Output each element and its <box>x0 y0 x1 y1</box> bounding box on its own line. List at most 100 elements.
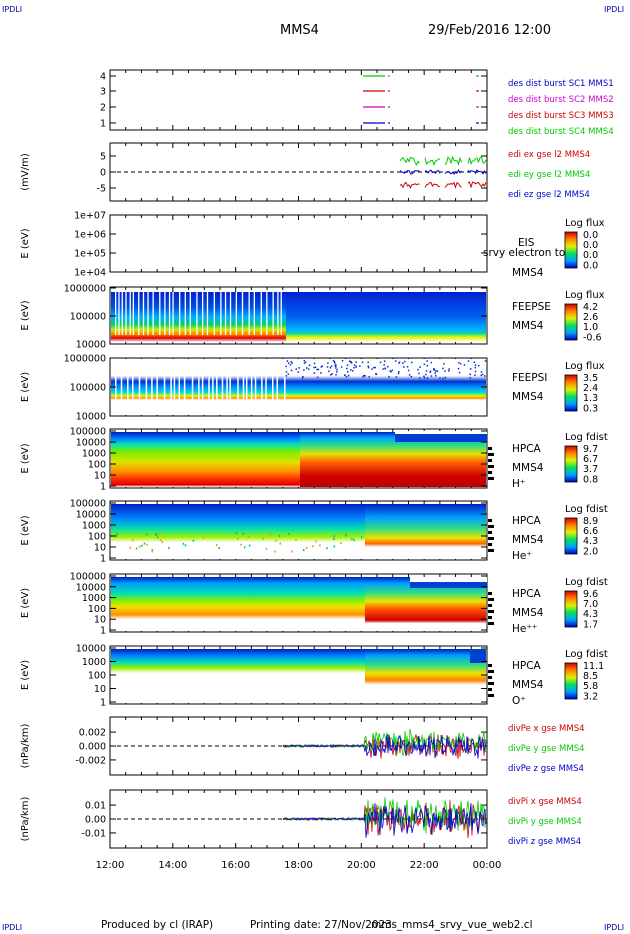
data-gap <box>237 368 239 402</box>
colorbar-tick-label: 3.7 <box>583 464 598 475</box>
sparse-count <box>288 532 290 535</box>
y-tick-label: 1e+05 <box>74 249 106 260</box>
data-gap <box>213 292 215 335</box>
sparse-count <box>407 369 410 372</box>
sparse-count <box>274 550 276 553</box>
sparse-count <box>457 367 460 370</box>
y-tick-label: 0.01 <box>85 801 106 812</box>
data-gap <box>129 292 131 335</box>
data-gap <box>221 368 224 402</box>
sparse-count <box>270 533 272 536</box>
data-gap <box>173 368 176 402</box>
legend-entry: divPe z gse MMS4 <box>508 764 584 774</box>
data-gap <box>212 368 214 402</box>
sparse-count <box>403 360 406 363</box>
data-gap <box>277 292 279 335</box>
edge-mark <box>488 604 492 607</box>
sparse-count <box>184 544 187 547</box>
data-gap <box>168 292 171 335</box>
sparse-count <box>235 532 238 535</box>
edge-mark <box>488 610 494 613</box>
sparse-count <box>398 362 400 364</box>
edge-mark <box>488 694 494 697</box>
sparse-count <box>417 368 419 371</box>
data-gap <box>229 292 232 335</box>
sparse-count <box>297 371 300 373</box>
data-gap <box>220 292 222 335</box>
sparse-count <box>279 542 282 545</box>
sparse-count <box>406 366 409 368</box>
sparse-count <box>202 536 205 539</box>
edge-mark <box>488 664 492 667</box>
sparse-count <box>389 370 391 372</box>
burst-panel-frame <box>109 69 488 131</box>
sparse-count <box>432 368 435 370</box>
data-gap <box>208 368 210 402</box>
sparse-count <box>367 365 370 368</box>
legend-entry: divPi y gse MMS4 <box>508 817 582 827</box>
data-gap <box>261 368 263 402</box>
sparse-count <box>360 536 363 539</box>
divp-trace <box>282 734 487 759</box>
data-gap <box>260 292 262 335</box>
sparse-count <box>326 547 328 550</box>
sparse-count <box>411 361 413 364</box>
sparse-count <box>419 366 421 368</box>
sparse-count <box>332 360 335 362</box>
sparse-count <box>367 366 370 369</box>
y-tick-label: -0.01 <box>81 828 106 839</box>
colorbar-title: Log flux <box>565 290 605 301</box>
data-gap <box>179 292 181 335</box>
instrument-label: He⁺⁺ <box>512 623 537 635</box>
sparse-count <box>355 366 357 368</box>
data-gap <box>410 577 487 585</box>
y-tick-label: 1000 <box>82 657 106 668</box>
time-tick-label: 14:00 <box>158 860 187 871</box>
y-axis-label: E (eV) <box>20 300 31 330</box>
sparse-count <box>285 365 287 368</box>
y-axis-label: (nPa/km) <box>20 797 31 842</box>
colorbar-tick-label: -0.6 <box>583 332 602 343</box>
sparse-count <box>391 369 394 372</box>
sparse-count <box>442 377 444 380</box>
sparse-count <box>291 550 293 553</box>
time-tick-label: 22:00 <box>410 860 439 871</box>
sparse-count <box>386 365 389 368</box>
sparse-count <box>364 375 366 377</box>
y-tick-label: 1e+06 <box>74 230 106 241</box>
colorbar <box>564 590 578 628</box>
edge-mark <box>488 592 492 595</box>
sparse-count <box>330 365 333 367</box>
edi-ex-trace <box>424 181 441 188</box>
sparse-count <box>463 364 466 366</box>
sparse-count <box>307 368 310 370</box>
data-gap <box>118 292 120 335</box>
sparse-count <box>313 372 316 374</box>
sparse-count <box>361 361 364 364</box>
sparse-count <box>285 375 288 377</box>
sparse-count <box>444 370 446 372</box>
colorbar <box>564 374 578 412</box>
legend-entry: divPe x gse MMS4 <box>508 724 585 734</box>
edge-mark <box>488 622 494 625</box>
data-gap <box>201 292 204 335</box>
instrument-label: HPCA <box>512 660 542 672</box>
sparse-count <box>346 364 349 366</box>
y-tick-label: 2 <box>100 103 106 114</box>
sparse-count <box>315 540 317 543</box>
y-axis-label: (mV/m) <box>20 153 31 191</box>
edi-ez-trace <box>424 169 441 175</box>
sparse-count <box>430 361 433 364</box>
colorbar-tick-label: 8.5 <box>583 671 598 682</box>
data-gap <box>266 292 268 335</box>
sparse-count <box>159 538 162 541</box>
sparse-count <box>346 371 349 373</box>
y-axis-label: (nPa/km) <box>20 724 31 769</box>
divpi-panel: 0.01 0.00 -0.01 (nPa/km) divPi x gse MMS4 div… <box>20 789 582 849</box>
sparse-count <box>350 369 352 371</box>
data-gap <box>272 292 274 335</box>
data-gap <box>229 368 231 402</box>
y-tick-label: 10 <box>94 684 106 695</box>
